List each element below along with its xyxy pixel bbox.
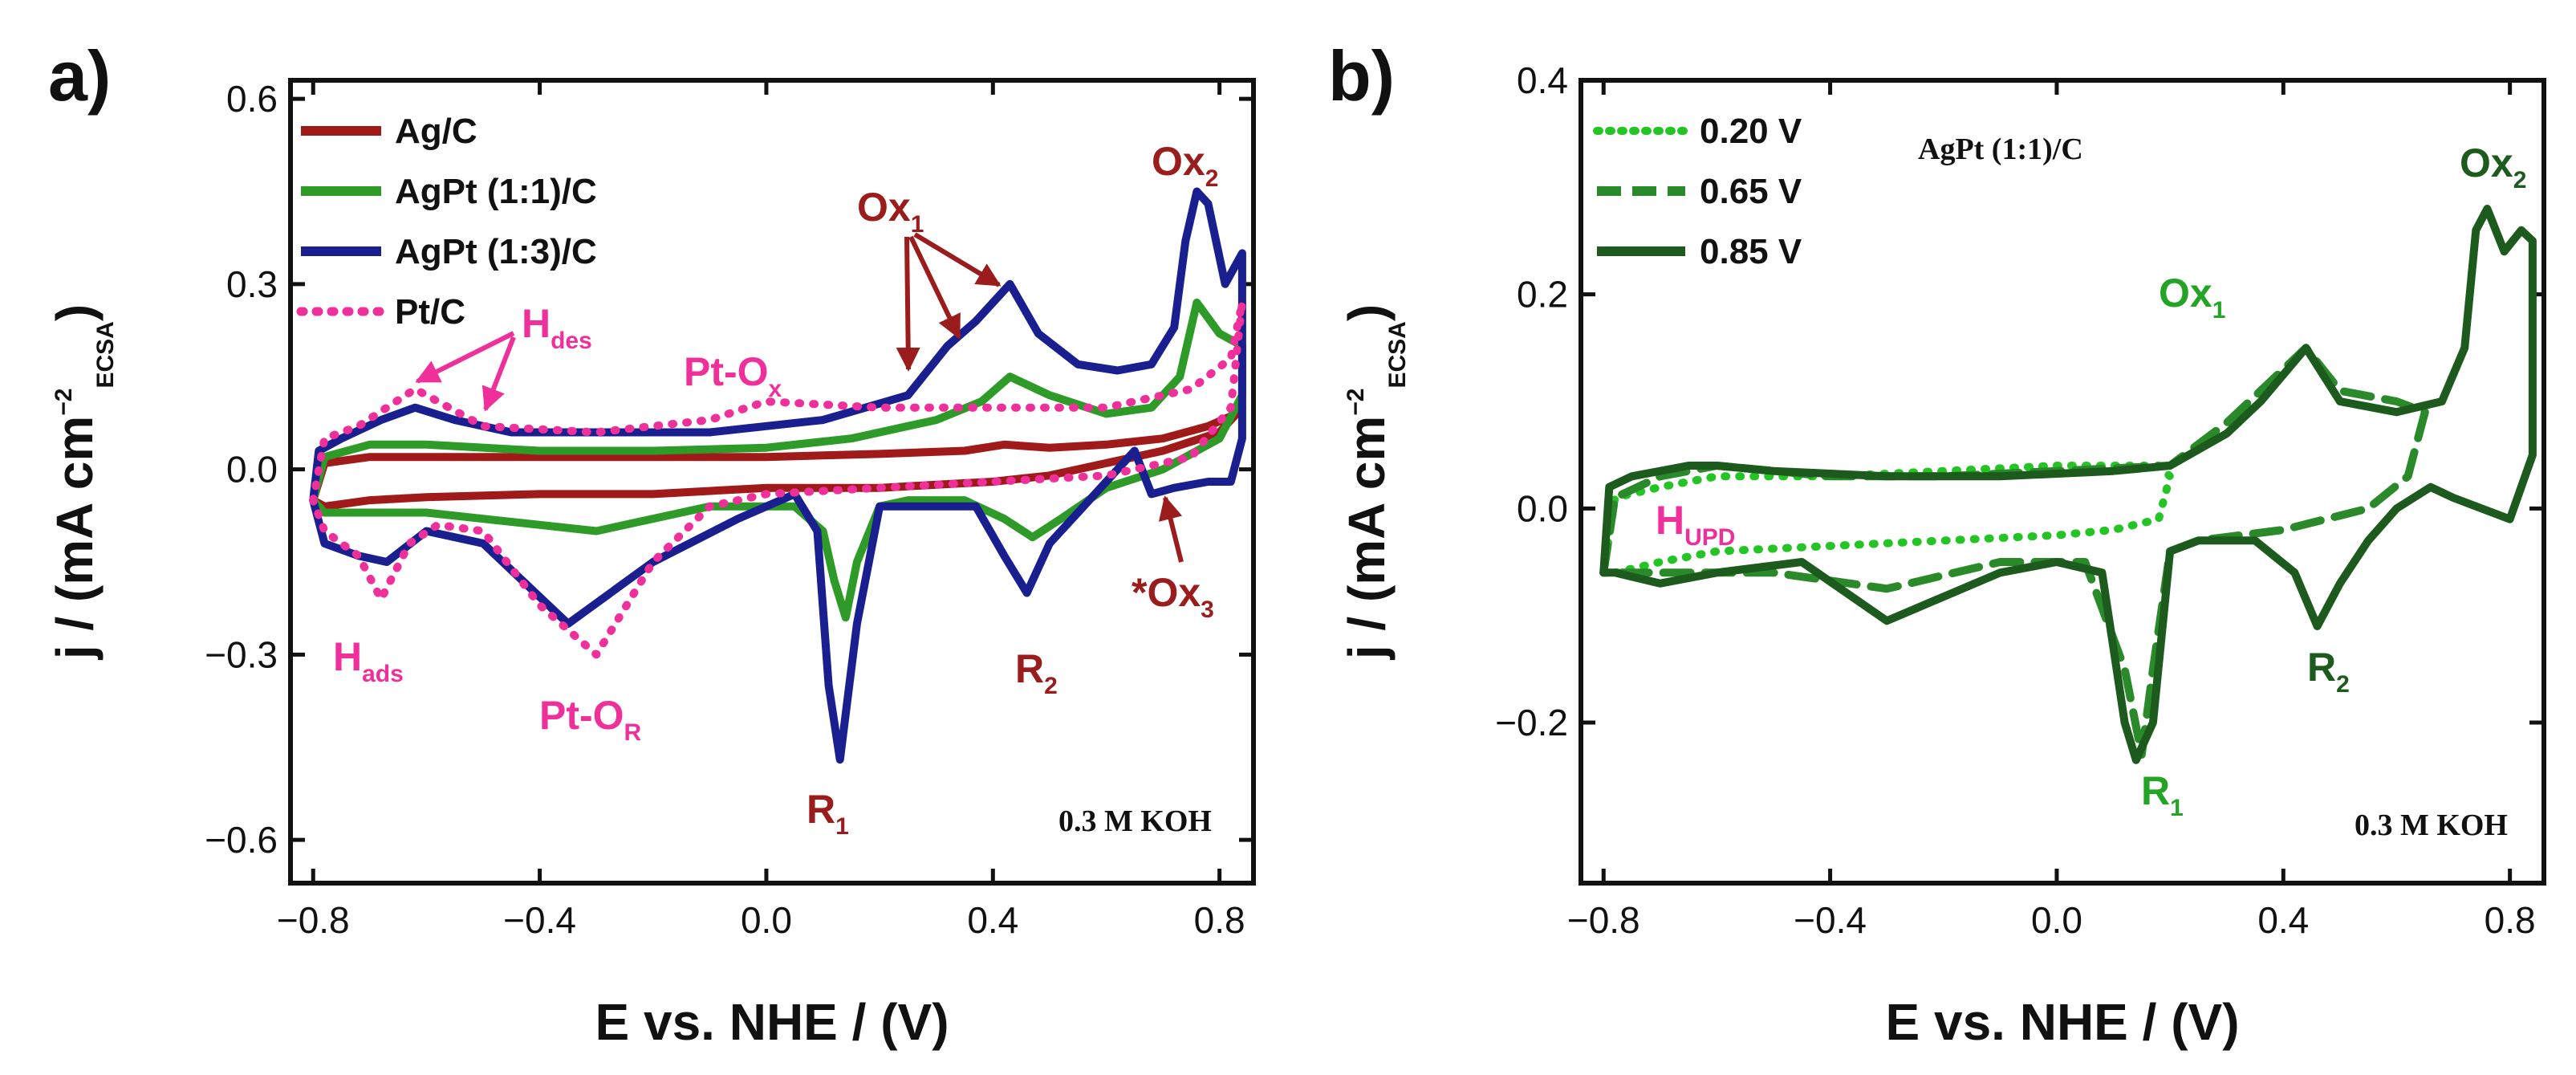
anno-b-ox1: Ox1 (2159, 271, 2225, 324)
arrow-a-hdes-1 (415, 331, 515, 384)
x-tick-label: 0.0 (741, 899, 792, 941)
y-tick-label: 0.4 (1517, 59, 1568, 101)
anno-a-hads: Hads (333, 634, 404, 687)
anno-b-ox2: Ox2 (2460, 140, 2526, 193)
legend-label-085: 0.85 V (1700, 232, 1802, 271)
y-tick-label: −0.6 (205, 819, 278, 861)
x-tick-label: −0.8 (1567, 899, 1640, 941)
y-tick-label: 0.0 (226, 449, 278, 491)
panel-b-electrolyte: 0.3 M KOH (2355, 808, 2508, 842)
panel-a-xlabel: E vs. NHE / (V) (595, 993, 949, 1051)
anno-b-r2: R2 (2307, 645, 2350, 698)
legend-label-ag: Ag/C (395, 112, 477, 151)
panel-b-series (1599, 205, 2537, 764)
arrow-a-hdes-2 (481, 336, 516, 412)
panel-a-frame (288, 78, 1256, 886)
y-tick-label: 0.2 (1517, 274, 1568, 316)
anno-b-hupd: HUPD (1656, 498, 1735, 551)
y-tick-label: 0.3 (226, 263, 278, 305)
panel-a-label: a) (48, 36, 111, 116)
arrow-a-ox1-1 (896, 236, 920, 372)
series-line-0-85-v (1599, 205, 2537, 764)
panel-b-label: b) (1328, 36, 1395, 116)
x-tick-label: 0.4 (967, 899, 1018, 941)
x-tick-label: −0.4 (503, 899, 576, 941)
arrow-a-ox1-3 (913, 232, 1002, 287)
panel-a: a) −0.8 −0.4 0.0 0.4 0.8 −0.6 −0.3 0.0 0.3 0.6 j … (46, 36, 1256, 1051)
x-tick-label: −0.8 (277, 899, 350, 941)
arrow-a-ox3 (1158, 495, 1184, 563)
series-line-pt-c (309, 298, 1246, 659)
x-tick-label: 0.0 (2031, 899, 2082, 941)
x-tick-label: 0.4 (2257, 899, 2309, 941)
panel-a-electrolyte: 0.3 M KOH (1058, 804, 1212, 838)
y-tick-label: 0.0 (1517, 487, 1568, 529)
panel-a-legend: Ag/C AgPt (1:1)/C AgPt (1:3)/C Pt/C (296, 112, 597, 332)
anno-a-r2: R2 (1015, 646, 1058, 699)
anno-a-ptox: Pt-Ox (684, 349, 782, 402)
series-line-agpt-1-3-c (309, 187, 1246, 764)
panel-b-legend: 0.20 V 0.65 V 0.85 V (1593, 112, 1802, 271)
legend-label-agpt13: AgPt (1:3)/C (395, 232, 597, 271)
panel-a-series (309, 187, 1246, 764)
anno-b-r1: R1 (2141, 768, 2184, 821)
x-tick-label: 0.8 (1194, 899, 1245, 941)
anno-a-ox3: *Ox3 (1132, 570, 1214, 623)
y-tick-label: −0.3 (205, 633, 278, 675)
anno-a-ptor: Pt-OR (539, 693, 642, 746)
panel-a-ylabel: j / (mA cm−2ECSA) (46, 304, 119, 660)
y-tick-label: 0.6 (226, 78, 278, 120)
anno-a-ox1: Ox1 (857, 185, 924, 238)
anno-a-ox2: Ox2 (1152, 139, 1218, 192)
x-tick-label: −0.4 (1794, 899, 1867, 941)
anno-a-r1: R1 (807, 787, 849, 840)
panel-b-xlabel: E vs. NHE / (V) (1886, 993, 2240, 1051)
panel-b-frame (1579, 78, 2546, 886)
series-line-0-20-v (1599, 462, 2175, 577)
panel-b-ylabel: j / (mA cm−2ECSA) (1338, 304, 1411, 660)
legend-label-pt: Pt/C (395, 292, 465, 332)
legend-label-020: 0.20 V (1700, 112, 1802, 151)
panel-b-ticks: −0.8 −0.4 0.0 0.4 0.8 −0.2 0.0 0.2 0.4 (1495, 59, 2544, 941)
panel-b-sample: AgPt (1:1)/C (1918, 132, 2083, 166)
panel-a-ticks: −0.8 −0.4 0.0 0.4 0.8 −0.6 −0.3 0.0 0.3 0.6 (205, 78, 1253, 941)
series-line-agpt-1-1-c (309, 298, 1246, 622)
x-tick-label: 0.8 (2485, 899, 2536, 941)
arrow-a-ox1-2 (908, 235, 961, 340)
panel-b: b) −0.8 −0.4 0.0 0.4 0.8 −0.2 0.0 0.2 0.4 j / (m… (1328, 36, 2546, 1051)
anno-a-hdes: Hdes (522, 301, 592, 354)
y-tick-label: −0.2 (1495, 702, 1568, 743)
legend-label-agpt11: AgPt (1:1)/C (395, 172, 597, 211)
legend-label-065: 0.65 V (1700, 172, 1802, 211)
